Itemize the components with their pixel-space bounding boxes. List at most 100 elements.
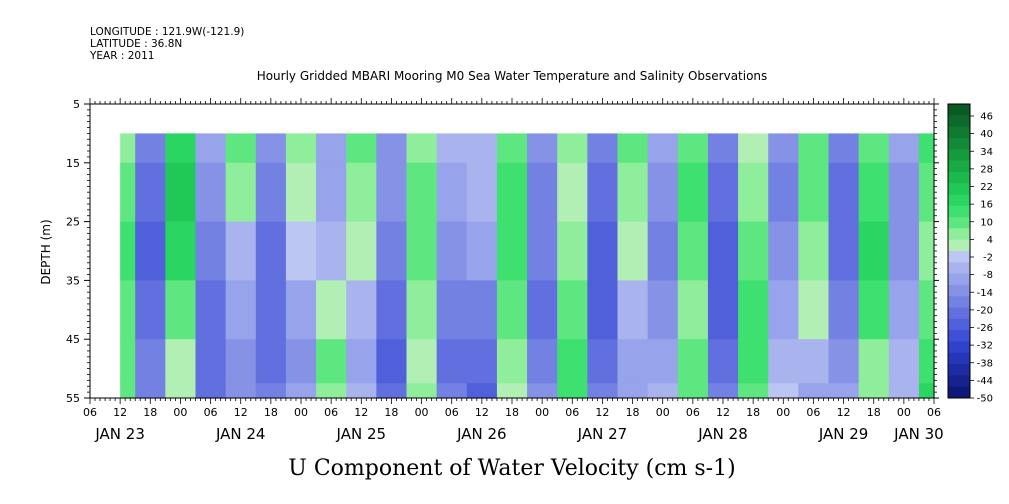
heatmap-cell <box>466 221 498 281</box>
heatmap-cell <box>165 383 197 399</box>
heatmap-cell <box>165 133 197 164</box>
x-tick-label: 12 <box>595 406 609 419</box>
heatmap-cell <box>798 133 830 164</box>
heatmap-cell <box>195 383 227 399</box>
colorbar-swatch <box>948 307 970 320</box>
colorbar-swatch <box>948 126 970 139</box>
heatmap-cell <box>587 133 619 164</box>
colorbar-label: -2 <box>983 253 993 264</box>
heatmap-cell <box>798 280 830 340</box>
heatmap-cell <box>195 339 227 384</box>
heatmap-cell <box>406 133 438 164</box>
colorbar-swatch <box>948 341 970 354</box>
heatmap-cell <box>316 221 347 281</box>
heatmap-cell <box>225 133 257 164</box>
x-tick-label: 06 <box>927 406 941 419</box>
x-tick-label: 18 <box>746 406 760 419</box>
heatmap-cell <box>436 383 468 399</box>
heatmap-cell <box>346 383 377 399</box>
heatmap-cell <box>527 339 558 384</box>
colorbar-swatch <box>948 115 970 128</box>
heatmap-cell <box>466 339 498 384</box>
colorbar-label: -44 <box>977 376 993 387</box>
heatmap-cell <box>738 280 769 340</box>
heatmap-cell <box>376 133 408 164</box>
heatmap-cell <box>677 133 709 164</box>
x-tick-label: 12 <box>475 406 489 419</box>
x-tick-label: 18 <box>505 406 519 419</box>
heatmap-cell <box>255 339 287 384</box>
heatmap-cell <box>768 221 799 281</box>
heatmap-cell <box>828 221 860 281</box>
heatmap-cell <box>647 221 679 281</box>
heatmap-cell <box>466 133 498 164</box>
heatmap-cell <box>527 133 558 164</box>
heatmap-cell <box>738 339 769 384</box>
heatmap-cell <box>195 280 227 340</box>
heatmap-cell <box>346 162 377 223</box>
heatmap-cell <box>768 383 799 399</box>
heatmap-cell <box>587 280 619 340</box>
colorbar-label: -26 <box>977 323 993 334</box>
chart-title: Hourly Gridded MBARI Mooring M0 Sea Wate… <box>257 69 768 83</box>
plot-area <box>89 103 935 399</box>
heatmap-cell <box>707 383 739 399</box>
heatmap-cell <box>798 339 830 384</box>
heatmap-cell <box>587 221 619 281</box>
colorbar-label: 22 <box>980 182 993 193</box>
heatmap-cell <box>647 383 679 399</box>
colorbar-swatch <box>948 318 970 331</box>
heatmap-cell <box>406 280 438 340</box>
heatmap-cell <box>677 339 709 384</box>
heatmap-cell <box>466 383 498 399</box>
x-tick-label: 00 <box>415 406 429 419</box>
heatmap-cell <box>647 280 679 340</box>
x-tick-label: 18 <box>384 406 398 419</box>
colorbar: 46 40 34 28 22 16 10 4 -2 -8 -14 -20 -26 -32 -38 -44 -50 <box>947 103 993 405</box>
heatmap-cell <box>255 162 287 223</box>
heatmap-cell <box>120 162 136 223</box>
x-tick-label: 12 <box>837 406 851 419</box>
heatmap-cell <box>436 339 468 384</box>
heatmap-cell <box>707 280 739 340</box>
y-tick-label: 55 <box>66 392 80 405</box>
x-day-label: JAN 25 <box>336 425 387 443</box>
heatmap-cell <box>828 280 860 340</box>
latitude-text: LATITUDE : 36.8N <box>90 38 182 50</box>
heatmap-cell <box>918 280 935 340</box>
colorbar-label: 10 <box>980 217 993 228</box>
heatmap-cell <box>888 133 920 164</box>
heatmap-cell <box>316 162 347 223</box>
heatmap-cell <box>255 280 287 340</box>
colorbar-swatch <box>948 217 970 229</box>
x-tick-label: 00 <box>656 406 670 419</box>
heatmap-cell <box>466 280 498 340</box>
x-axis-label: U Component of Water Velocity (cm s-1) <box>288 456 735 481</box>
year-text: YEAR : 2011 <box>89 50 154 62</box>
heatmap-cell <box>768 339 799 384</box>
heatmap-cell <box>858 133 890 164</box>
heatmap-cell <box>677 383 709 399</box>
heatmap-cell <box>165 221 197 281</box>
heatmap-cell <box>738 221 769 281</box>
heatmap-cell <box>587 162 619 223</box>
x-day-label: JAN 29 <box>818 425 869 443</box>
heatmap-cell <box>527 383 558 399</box>
heatmap-cell <box>768 133 799 164</box>
heatmap-cell <box>165 280 197 340</box>
heatmap-cell <box>527 280 558 340</box>
heatmap-cell <box>195 133 227 164</box>
heatmap-cell <box>918 339 935 384</box>
heatmap-cell <box>135 133 166 164</box>
colorbar-swatch <box>948 296 970 309</box>
heatmap-cell <box>406 221 438 281</box>
heatmap-cell <box>120 133 136 164</box>
heatmap-cell <box>135 339 166 384</box>
heatmap-cell <box>316 383 347 399</box>
heatmap-cell <box>346 339 377 384</box>
heatmap-cell <box>858 280 890 340</box>
heatmap-cell <box>647 339 679 384</box>
heatmap-cell <box>647 133 679 164</box>
y-tick-label: 5 <box>73 98 80 111</box>
heatmap-cell <box>316 280 347 340</box>
